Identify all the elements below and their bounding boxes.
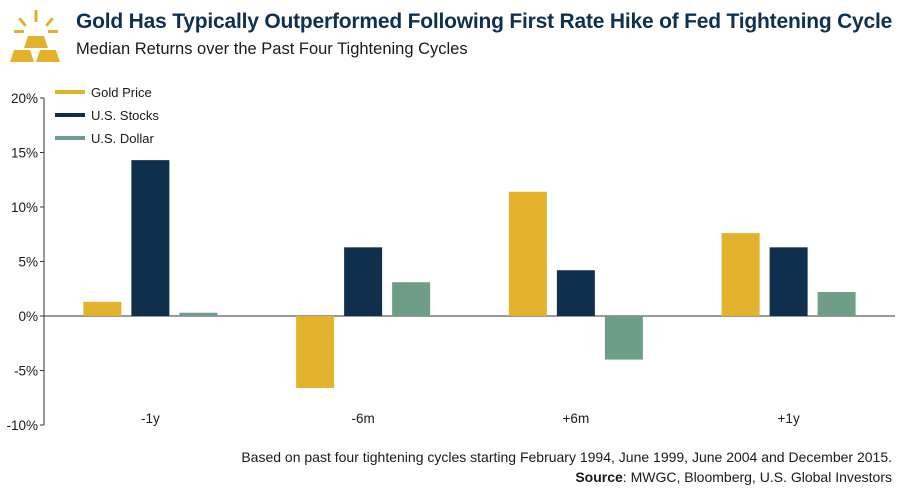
bar <box>508 191 547 316</box>
legend-label: Gold Price <box>91 85 152 100</box>
chart-ticks: 20% 15% 10% 5% 0% -5% -10% -1y -6m +6m +1y <box>6 91 799 433</box>
y-tick-label: -5% <box>14 364 38 379</box>
x-tick-label: +6m <box>563 411 590 426</box>
source-line: Source: MWGC, Bloomberg, U.S. Global Inv… <box>575 469 892 485</box>
y-tick-label: -10% <box>6 418 38 433</box>
legend-label: U.S. Stocks <box>91 108 159 123</box>
bar <box>721 233 760 316</box>
bar <box>83 301 122 316</box>
source-label: Source <box>575 469 623 485</box>
chart-title: Gold Has Typically Outperformed Followin… <box>76 10 893 33</box>
bar <box>296 316 335 388</box>
bar <box>604 316 643 360</box>
chart-bars <box>83 160 856 388</box>
y-tick-label: 5% <box>18 255 38 270</box>
bar <box>817 292 856 316</box>
x-tick-label: -1y <box>141 411 160 426</box>
legend-label: U.S. Dollar <box>91 131 155 146</box>
source-text: : MWGC, Bloomberg, U.S. Global Investors <box>622 469 892 485</box>
y-tick-label: 0% <box>18 309 38 324</box>
footnote: Based on past four tightening cycles sta… <box>241 449 892 465</box>
bar <box>344 247 383 316</box>
x-tick-label: -6m <box>352 411 375 426</box>
y-tick-label: 15% <box>11 146 38 161</box>
y-tick-label: 20% <box>11 91 38 106</box>
chart-legend: Gold Price U.S. Stocks U.S. Dollar <box>55 85 159 146</box>
bar <box>769 247 808 316</box>
bar <box>131 160 170 316</box>
x-tick-label: +1y <box>778 411 800 426</box>
chart-subtitle: Median Returns over the Past Four Tighte… <box>76 40 468 58</box>
y-tick-label: 10% <box>11 200 38 215</box>
bar <box>179 312 218 316</box>
gold-bars-icon <box>10 10 60 62</box>
bar <box>556 270 595 316</box>
bar <box>392 282 431 316</box>
